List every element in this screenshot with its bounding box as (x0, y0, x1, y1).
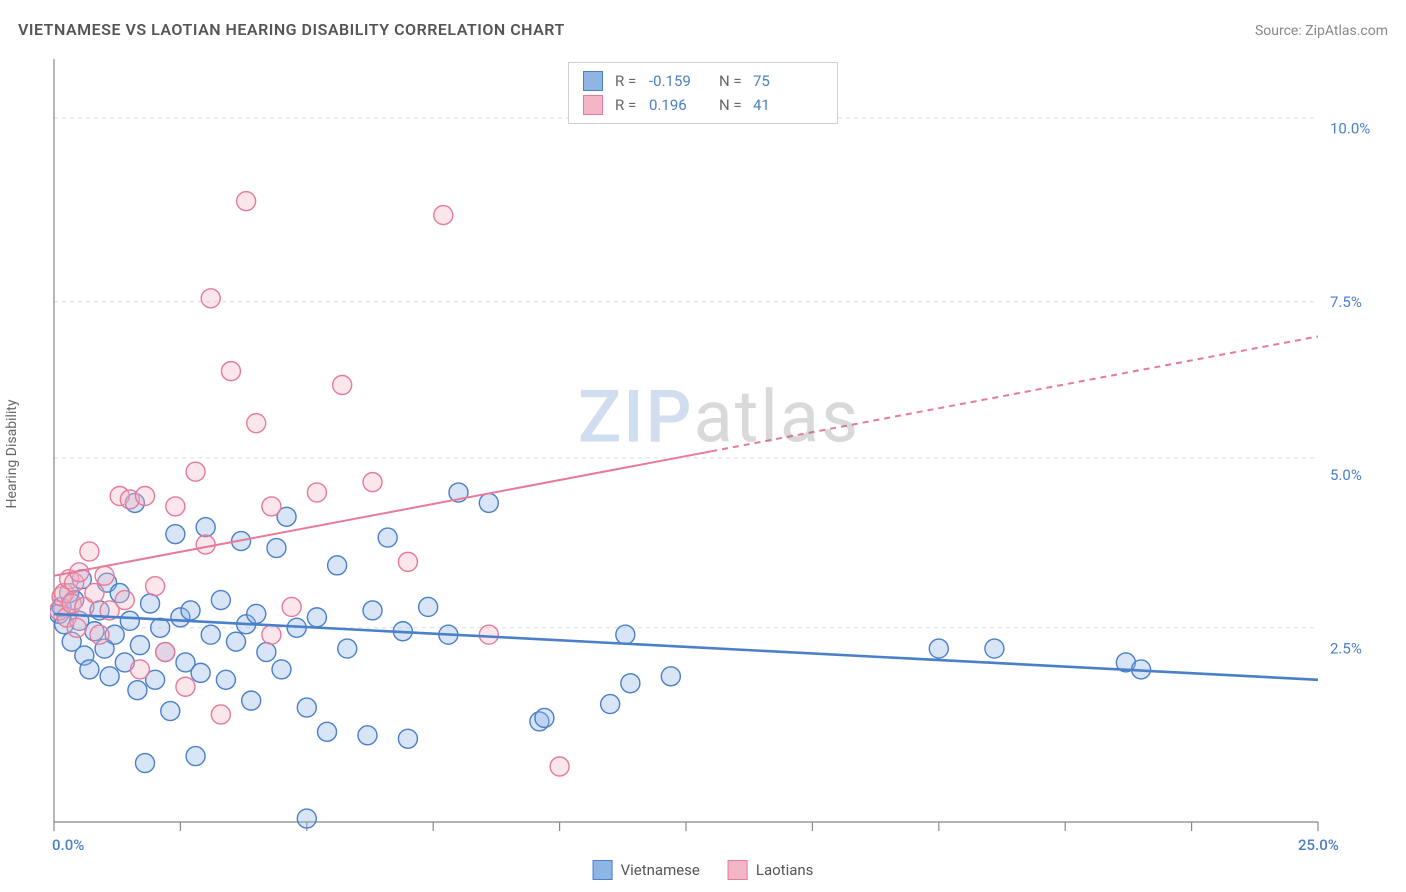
series-name: Vietnamese (621, 861, 700, 879)
n-label: N = (719, 96, 753, 114)
svg-text:2.5%: 2.5% (1330, 640, 1362, 658)
chart-area: 2.5%5.0%7.5%10.0% ZIPatlas (50, 55, 1388, 842)
legend-swatch (728, 860, 748, 880)
chart-title: VIETNAMESE VS LAOTIAN HEARING DISABILITY… (18, 20, 565, 39)
x-axis-max-label: 25.0% (1298, 836, 1339, 854)
legend-swatch (583, 95, 603, 115)
legend-stat-row: R =0.196N =41 (583, 93, 823, 117)
r-value: -0.159 (649, 72, 719, 90)
r-value: 0.196 (649, 96, 719, 114)
legend-stat-row: R =-0.159N =75 (583, 69, 823, 93)
svg-text:10.0%: 10.0% (1330, 119, 1370, 137)
svg-text:5.0%: 5.0% (1330, 466, 1362, 484)
legend-swatch (583, 71, 603, 91)
series-legend-item: Laotians (728, 860, 814, 880)
scatter-plot-svg: 2.5% 5.0% 7.5% 10.0% (50, 55, 1388, 842)
source-label: Source: ZipAtlas.com (1255, 23, 1388, 39)
legend-swatch (593, 860, 613, 880)
n-value: 41 (753, 96, 823, 114)
x-axis-min-label: 0.0% (52, 836, 84, 854)
series-legend: Vietnamese Laotians (593, 860, 814, 880)
n-value: 75 (753, 72, 823, 90)
series-legend-item: Vietnamese (593, 860, 700, 880)
n-label: N = (719, 72, 753, 90)
r-label: R = (615, 96, 649, 114)
y-axis-label: Hearing Disability (4, 400, 20, 509)
correlation-legend: R =-0.159N =75R =0.196N =41 (568, 62, 838, 124)
r-label: R = (615, 72, 649, 90)
series-name: Laotians (756, 861, 814, 879)
svg-text:7.5%: 7.5% (1330, 293, 1362, 311)
